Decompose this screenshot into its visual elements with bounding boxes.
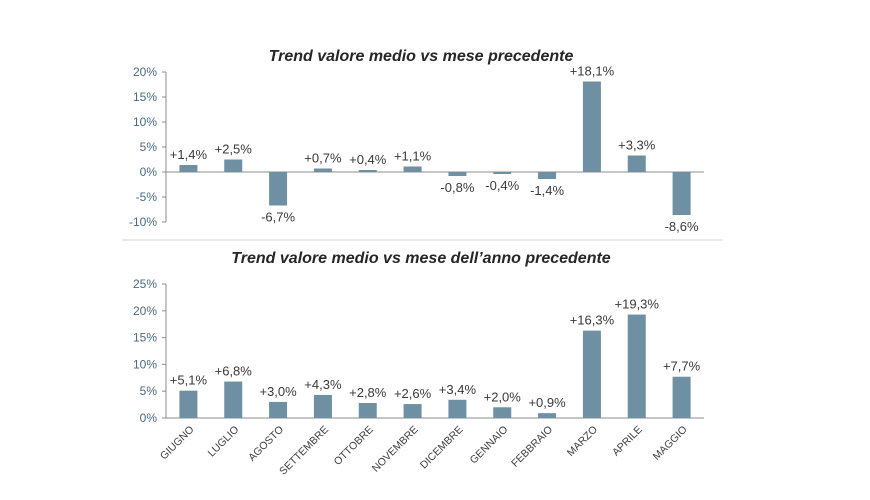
chart1-data-label: +1,1% bbox=[394, 149, 432, 164]
chart2-data-label: +7,7% bbox=[663, 359, 701, 374]
chart2-x-tick-label: FEBBRAIO bbox=[509, 424, 555, 470]
chart2-bar bbox=[672, 376, 691, 418]
chart2-data-label: +5,1% bbox=[170, 373, 208, 388]
chart1-y-tick-label: 15% bbox=[133, 90, 157, 104]
chart2-data-label: +2,6% bbox=[394, 386, 432, 401]
chart1-data-label: +2,5% bbox=[215, 142, 253, 157]
chart2-bar bbox=[582, 330, 601, 418]
chart1-data-label: +18,1% bbox=[570, 64, 615, 79]
chart2-data-label: +2,8% bbox=[349, 385, 387, 400]
chart2-x-tick-label: OTTOBRE bbox=[332, 424, 376, 468]
chart2-x-tick-label: NOVEMBRE bbox=[370, 424, 421, 475]
chart1-data-label: +1,4% bbox=[170, 147, 208, 162]
chart2-y-tick-label: 10% bbox=[133, 357, 157, 371]
chart2-data-label: +16,3% bbox=[570, 313, 615, 328]
chart2-bar bbox=[224, 381, 243, 418]
chart2-data-label: +4,3% bbox=[304, 377, 342, 392]
chart1-bar bbox=[313, 168, 332, 172]
chart1-bar bbox=[224, 159, 243, 172]
chart1-bar bbox=[179, 165, 198, 172]
chart1-data-label: -0,4% bbox=[485, 178, 519, 193]
chart1-title: Trend valore medio vs mese precedente bbox=[269, 48, 574, 65]
chart1-data-label: -6,7% bbox=[261, 210, 295, 225]
chart1-bar bbox=[358, 170, 377, 172]
chart2-x-tick-label: AGOSTO bbox=[246, 424, 286, 464]
chart1-data-label: -8,6% bbox=[665, 219, 699, 234]
chart2-data-label: +6,8% bbox=[215, 364, 253, 379]
chart1-data-label: -0,8% bbox=[440, 180, 474, 195]
chart2-data-label: +3,0% bbox=[259, 384, 297, 399]
chart2-y-tick-label: 0% bbox=[140, 411, 158, 425]
chart2-bar bbox=[358, 402, 377, 418]
chart2-x-tick-label: MAGGIO bbox=[651, 424, 690, 463]
chart1-data-label: -1,4% bbox=[530, 183, 564, 198]
chart2-x-tick-label: DICEMBRE bbox=[418, 424, 466, 472]
chart1-y-tick-label: -5% bbox=[136, 190, 158, 204]
chart2-bar bbox=[313, 394, 332, 418]
chart1-bar bbox=[672, 172, 691, 215]
chart1-bar bbox=[582, 81, 601, 172]
chart1-y-tick-label: 20% bbox=[133, 65, 157, 79]
chart2-bar bbox=[538, 413, 557, 418]
chart2-bar bbox=[448, 399, 467, 418]
chart1-y-tick-label: -10% bbox=[129, 215, 157, 229]
chart1-y-tick-label: 10% bbox=[133, 115, 157, 129]
chart2-data-label: +3,4% bbox=[439, 382, 477, 397]
chart1-data-label: +3,3% bbox=[618, 138, 656, 153]
chart2-x-tick-label: GIUGNO bbox=[158, 424, 197, 463]
chart1-data-label: +0,7% bbox=[304, 151, 342, 166]
chart1-bar bbox=[538, 172, 557, 179]
chart2-data-label: +0,9% bbox=[528, 395, 566, 410]
chart2-y-tick-label: 15% bbox=[133, 331, 157, 345]
chart2-data-label: +19,3% bbox=[615, 297, 660, 312]
chart2-x-tick-label: MARZO bbox=[565, 424, 600, 459]
chart2-bar bbox=[269, 401, 288, 418]
chart1-bar bbox=[627, 155, 646, 172]
chart2-y-tick-label: 25% bbox=[133, 277, 157, 291]
chart2-bar bbox=[627, 314, 646, 418]
chart2-data-label: +2,0% bbox=[484, 389, 522, 404]
chart2-y-tick-label: 5% bbox=[140, 384, 158, 398]
chart1-bar bbox=[448, 172, 467, 176]
chart2-bar bbox=[179, 390, 198, 418]
chart1-data-label: +0,4% bbox=[349, 152, 387, 167]
chart1-bar bbox=[403, 166, 422, 172]
chart2-y-tick-label: 20% bbox=[133, 304, 157, 318]
chart1-bar bbox=[269, 172, 288, 206]
chart2-x-tick-label: APRILE bbox=[610, 424, 645, 459]
chart1-bar bbox=[493, 172, 512, 174]
chart2-x-tick-label: GENNAIO bbox=[468, 424, 511, 467]
chart2-bar bbox=[403, 404, 422, 418]
chart2-title: Trend valore medio vs mese dell’anno pre… bbox=[231, 250, 611, 267]
chart1-y-tick-label: 0% bbox=[140, 165, 158, 179]
chart2-x-tick-label: LUGLIO bbox=[206, 424, 242, 460]
chart1-y-tick-label: 5% bbox=[140, 140, 158, 154]
chart2-bar bbox=[493, 407, 512, 418]
